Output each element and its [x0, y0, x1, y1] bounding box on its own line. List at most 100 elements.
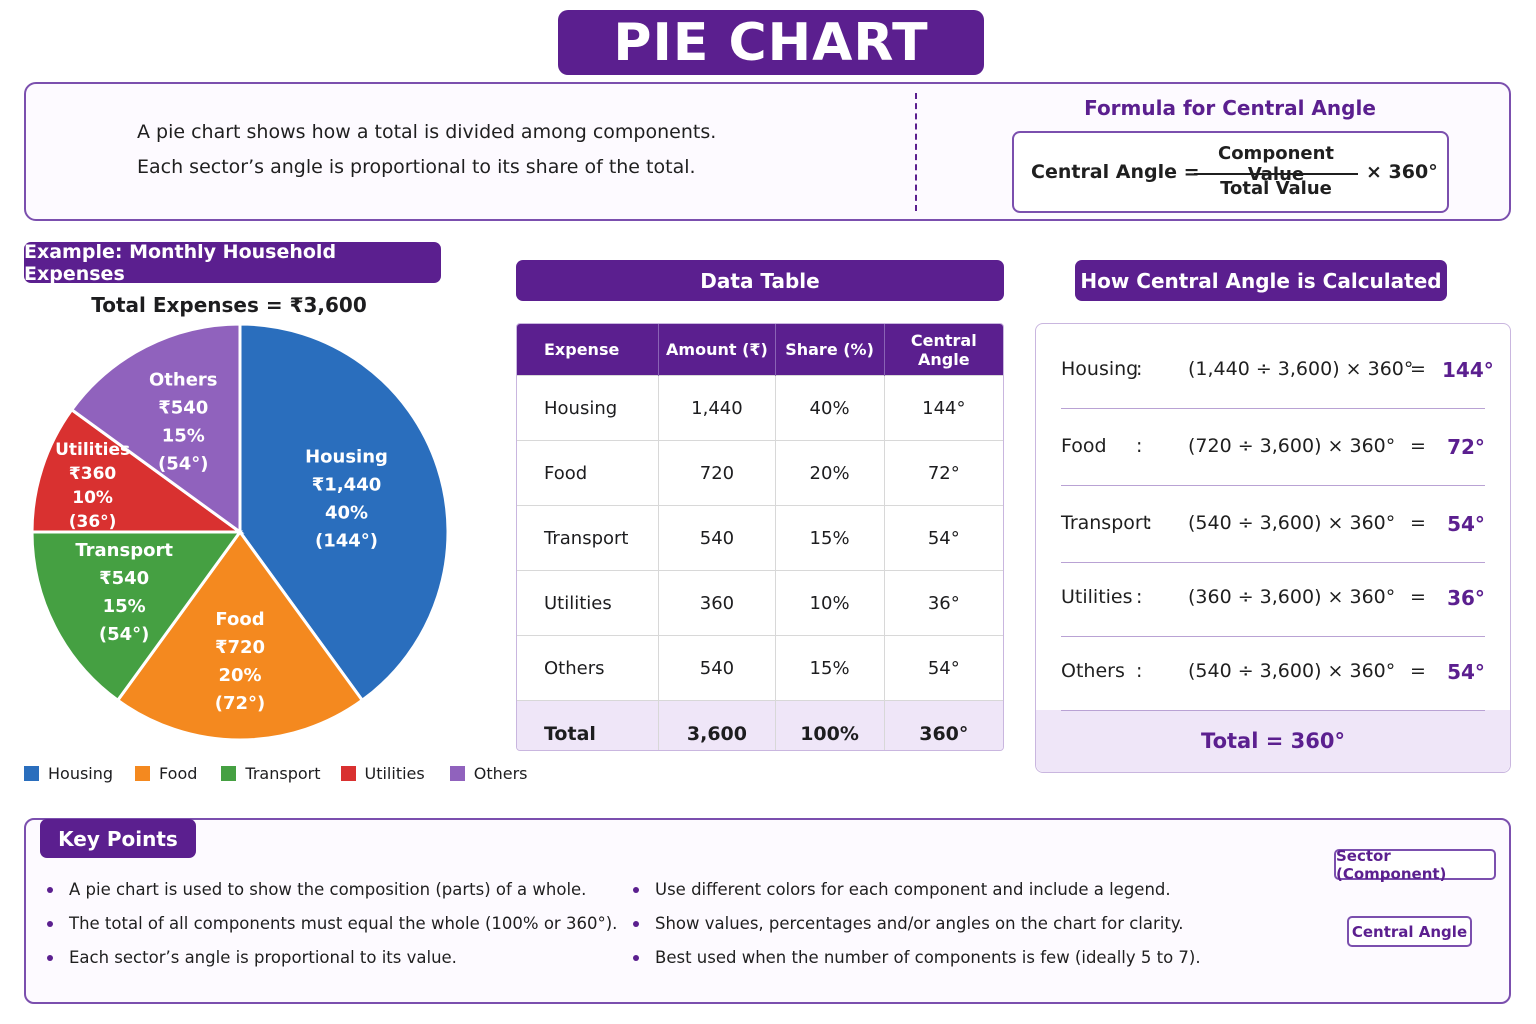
calc-row-label: Food — [1061, 435, 1107, 457]
legend-item-food: Food — [135, 764, 197, 783]
calc-row-equals: = — [1410, 586, 1426, 608]
calc-row-expression: (720 ÷ 3,600) × 360° — [1188, 435, 1396, 457]
table-cell: 1,440 — [658, 375, 776, 441]
calc-row-equals: = — [1410, 660, 1426, 682]
table-cell: Housing — [517, 375, 660, 441]
legend-label: Housing — [48, 764, 114, 783]
table-header-cell: Share (%) — [775, 324, 885, 376]
calc-row-separator — [1061, 408, 1485, 409]
table-cell: Utilities — [517, 570, 660, 636]
calc-row-label: Others — [1061, 660, 1125, 682]
calc-row-separator — [1061, 562, 1485, 563]
calc-row-colon: : — [1136, 660, 1143, 682]
fraction-bar — [1194, 173, 1358, 175]
calc-row-result: 54° — [1447, 660, 1485, 684]
formula-heading: Formula for Central Angle — [1084, 96, 1376, 120]
key-points-panel — [24, 818, 1511, 1004]
legend-swatch — [135, 766, 151, 781]
page-title: PIE CHART — [558, 10, 984, 75]
table-cell: 36° — [884, 570, 1003, 636]
calc-row-separator — [1061, 710, 1485, 711]
formula-denominator: Total Value — [1220, 178, 1332, 199]
table-cell: 40% — [775, 375, 885, 441]
calc-row-separator — [1061, 636, 1485, 637]
slice-label-others: Others — [149, 370, 218, 391]
table-header-cell: Expense — [517, 324, 660, 376]
intro-divider — [915, 93, 917, 211]
legend-swatch — [221, 766, 237, 781]
table-header-cell: Amount (₹) — [658, 324, 776, 376]
table-row: Others 540 15% 54° — [517, 635, 1003, 701]
slice-label-transport: ₹540 — [99, 568, 149, 589]
calc-row-colon: : — [1136, 586, 1143, 608]
calc-row-separator — [1061, 485, 1485, 486]
calc-row-expression: (540 ÷ 3,600) × 360° — [1188, 512, 1396, 534]
calc-row-expression: (360 ÷ 3,600) × 360° — [1188, 586, 1396, 608]
table-cell: 144° — [884, 375, 1003, 441]
calc-row-equals: = — [1410, 435, 1426, 457]
calc-row-result: 72° — [1447, 435, 1485, 459]
calc-row-colon: : — [1136, 358, 1143, 380]
table-cell: 360 — [658, 570, 776, 636]
key-points-heading: Key Points — [40, 819, 196, 858]
key-point-item: Each sector’s angle is proportional to i… — [47, 948, 457, 967]
table-cell: 72° — [884, 440, 1003, 506]
calc-row-result: 54° — [1447, 512, 1485, 536]
table-cell: 3,600 — [658, 700, 776, 750]
calc-row-expression: (1,440 ÷ 3,600) × 360° — [1188, 358, 1414, 380]
callout-sector: Sector (Component) — [1334, 847, 1496, 883]
table-row: Housing 1,440 40% 144° — [517, 375, 1003, 441]
table-cell: 360° — [884, 700, 1003, 750]
slice-label-food: ₹720 — [215, 637, 265, 658]
key-point-item: The total of all components must equal t… — [47, 914, 617, 933]
legend-label: Food — [159, 764, 198, 783]
pie-slice-others — [69, 322, 242, 535]
legend-swatch — [24, 766, 39, 781]
legend-label: Others — [473, 764, 528, 783]
legend-swatch — [340, 766, 356, 781]
legend-item-others: Others — [449, 764, 528, 783]
bullet-icon — [633, 954, 639, 961]
table-cell: 10% — [775, 570, 885, 636]
slice-label-housing: ₹1,440 — [312, 474, 381, 495]
key-point-text: Best used when the number of components … — [655, 948, 1201, 967]
slice-label-housing: Housing — [305, 446, 388, 467]
slice-label-transport: Transport — [75, 540, 173, 561]
bullet-icon — [47, 920, 53, 927]
key-point-item: Best used when the number of components … — [633, 948, 1201, 967]
data-table: Expense Amount (₹) Share (%) Central Angle … — [516, 323, 1004, 751]
table-cell: 54° — [884, 635, 1003, 701]
slice-label-others: (54°) — [158, 454, 209, 475]
key-point-item: Use different colors for each component … — [633, 880, 1171, 899]
slice-label-food: (72°) — [215, 693, 266, 714]
total-expenses-label: Total Expenses = ₹3,600 — [91, 293, 367, 317]
calc-total-band — [1036, 710, 1510, 772]
chart-legend: Housing Food Transport Utilities Others — [24, 764, 527, 783]
calc-row-equals: = — [1410, 358, 1426, 380]
calc-row-colon: : — [1146, 512, 1153, 534]
calc-panel — [1035, 323, 1511, 773]
bullet-icon — [47, 954, 53, 961]
slice-label-utilities: ₹360 — [69, 464, 116, 484]
bullet-icon — [633, 920, 639, 927]
intro-line-1: A pie chart shows how a total is divided… — [137, 121, 717, 143]
key-point-item: Show values, percentages and/or angles o… — [633, 914, 1184, 933]
calc-row-label: Transport — [1061, 512, 1151, 534]
slice-label-food: Food — [215, 609, 264, 630]
table-cell: Food — [517, 440, 660, 506]
table-cell: 54° — [884, 505, 1003, 571]
legend-item-transport: Transport — [221, 764, 321, 783]
calc-row-result: 144° — [1442, 358, 1494, 382]
slice-label-others: ₹540 — [158, 398, 208, 419]
table-cell: Total — [517, 700, 660, 750]
calc-row-label: Utilities — [1061, 586, 1133, 608]
key-point-text: Show values, percentages and/or angles o… — [655, 914, 1184, 933]
callout-central-angle: Central Angle — [1347, 916, 1472, 947]
table-row: Utilities 360 10% 36° — [517, 570, 1003, 636]
calc-heading: How Central Angle is Calculated — [1075, 260, 1447, 301]
table-row: Transport 540 15% 54° — [517, 505, 1003, 571]
table-cell: 540 — [658, 505, 776, 571]
slice-label-transport: (54°) — [99, 624, 150, 645]
calc-total: Total = 360° — [1201, 729, 1345, 753]
table-total-row: Total 3,600 100% 360° — [517, 700, 1003, 750]
